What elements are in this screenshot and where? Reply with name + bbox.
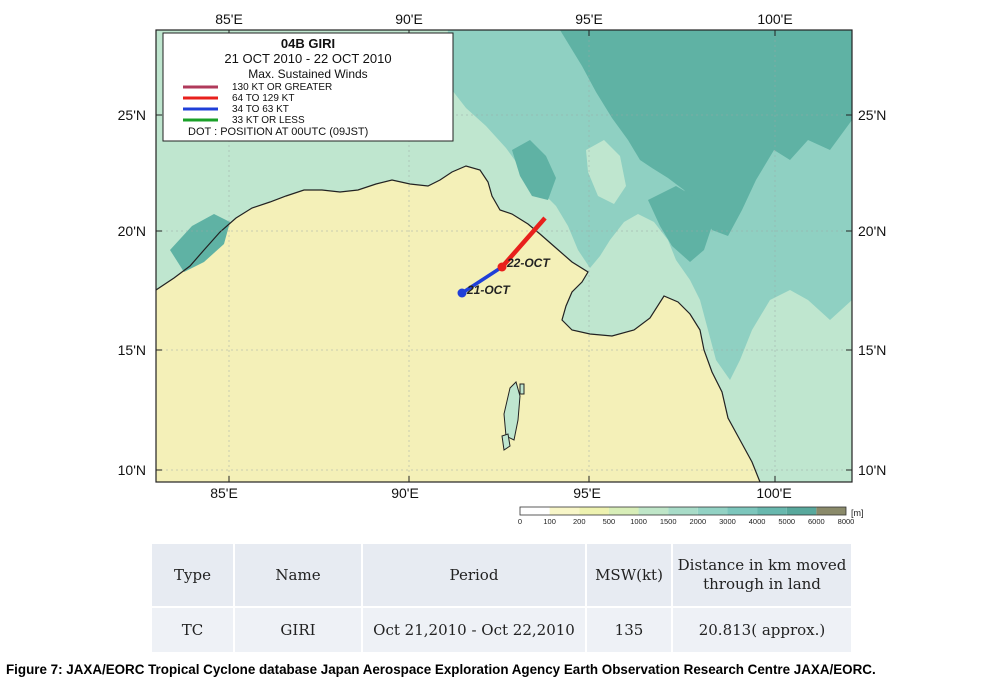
legend-label-64kt: 64 TO 129 KT (232, 93, 294, 104)
position-dot-22-oct (497, 262, 507, 272)
lat-label: 20'N (858, 223, 886, 239)
cyclone-info-table: Type Name Period MSW(kt) Distance in km … (152, 544, 851, 652)
lon-label: 100'E (756, 485, 791, 501)
header-period: Period (361, 544, 586, 607)
colorbar-tick-label: 4000 (749, 517, 766, 526)
cell-period: Oct 21,2010 - Oct 22,2010 (361, 606, 586, 652)
table-row: TC GIRI Oct 21,2010 - Oct 22,2010 135 20… (152, 606, 851, 652)
legend-label-34kt: 34 TO 63 KT (232, 104, 289, 115)
colorbar-cell (668, 507, 698, 515)
high-elevation (512, 140, 556, 200)
header-name: Name (233, 544, 362, 607)
colorbar-tick-label: 5000 (778, 517, 795, 526)
colorbar-tick-label: 2000 (689, 517, 706, 526)
lat-label: 10'N (858, 462, 886, 478)
lat-label: 15'N (858, 342, 886, 358)
track-segment-64-to-129kt (500, 216, 547, 269)
lat-label: 15'N (118, 342, 146, 358)
colorbar-tick-label: 1500 (660, 517, 677, 526)
track-segment-34-to-63kt (461, 265, 503, 295)
figure-caption: Figure 7: JAXA/EORC Tropical Cyclone dat… (6, 662, 876, 677)
colorbar-unit: [m] (851, 508, 864, 518)
lon-label: 100'E (757, 11, 792, 27)
cell-name: GIRI (233, 606, 362, 652)
map-area: 21-OCT 22-OCT (156, 30, 852, 482)
legend-dot-note: DOT : POSITION AT 00UTC (09JST) (188, 126, 368, 138)
colorbar-cell (727, 507, 758, 515)
map-frame (155, 29, 853, 483)
colorbar-cell (816, 507, 846, 515)
colorbar-tick-label: 100 (543, 517, 556, 526)
colorbar-tick-label: 1000 (630, 517, 647, 526)
colorbar-cell (579, 507, 609, 515)
legend-label-130kt: 130 KT OR GREATER (232, 82, 332, 93)
lon-label: 90'E (391, 485, 419, 501)
colorbar-cell (520, 507, 550, 515)
cyclone-track: 21-OCT 22-OCT (457, 216, 551, 298)
legend-label-33kt: 33 KT OR LESS (232, 115, 305, 126)
colorbar-tick-label: 6000 (808, 517, 825, 526)
bottom-longitude-labels: 85'E 90'E 95'E 100'E (210, 485, 791, 501)
right-latitude-labels: 25'N 20'N 15'N 10'N (858, 107, 886, 478)
andaman-islands (501, 381, 525, 451)
colorbar-tick-label: 8000 (838, 517, 855, 526)
lat-label: 10'N (118, 462, 146, 478)
coastline (156, 165, 761, 482)
header-distance: Distance in km moved through in land (671, 544, 851, 607)
legend-dates: 21 OCT 2010 - 22 OCT 2010 (224, 51, 391, 66)
lon-label: 95'E (575, 11, 603, 27)
colorbar-cell (638, 507, 669, 515)
colorbar-cell (608, 507, 639, 515)
colorbar-tick-label: 200 (573, 517, 586, 526)
legend-subtitle: Max. Sustained Winds (248, 67, 367, 81)
lat-label: 25'N (858, 107, 886, 123)
colorbar-tick-label: 0 (518, 517, 522, 526)
position-dot-21-oct (457, 288, 467, 298)
high-elevation (170, 214, 230, 272)
lat-label: 20'N (118, 223, 146, 239)
high-elevation (648, 186, 712, 262)
colorbar-cell (757, 507, 787, 515)
colorbar-frame (519, 506, 847, 516)
cell-distance: 20.813( approx.) (671, 606, 851, 652)
header-msw: MSW(kt) (585, 544, 672, 607)
colorbar-cell (697, 507, 728, 515)
lon-label: 85'E (215, 11, 243, 27)
cell-type: TC (152, 606, 234, 652)
header-type: Type (152, 544, 234, 607)
left-latitude-labels: 25'N 20'N 15'N 10'N (118, 107, 146, 478)
lat-label: 25'N (118, 107, 146, 123)
table-header-row: Type Name Period MSW(kt) Distance in km … (152, 544, 851, 607)
legend-title: 04B GIRI (281, 36, 335, 51)
axis-ticks (156, 30, 852, 482)
label-22-oct: 22-OCT (506, 256, 551, 270)
legend-box: 04B GIRI 21 OCT 2010 - 22 OCT 2010 Max. … (162, 32, 454, 142)
lon-label: 85'E (210, 485, 238, 501)
high-elevation (560, 30, 852, 236)
label-21-oct: 21-OCT (466, 283, 511, 297)
colorbar-cell (786, 507, 817, 515)
lon-label: 90'E (395, 11, 423, 27)
cyclone-track-map: 21-OCT 22-OCT 85'E 90'E 95'E 100'E 85'E … (118, 11, 887, 526)
lon-label: 95'E (573, 485, 601, 501)
cell-msw: 135 (585, 606, 672, 652)
elevation-colorbar: 0 100 200 500 1000 1500 2000 3000 4000 5000 6000 80… (518, 506, 864, 526)
colorbar-cell (549, 507, 580, 515)
colorbar-tick-label: 3000 (719, 517, 736, 526)
low-elevation (586, 140, 626, 204)
colorbar-tick-label: 500 (603, 517, 616, 526)
top-longitude-labels: 85'E 90'E 95'E 100'E (215, 11, 792, 27)
